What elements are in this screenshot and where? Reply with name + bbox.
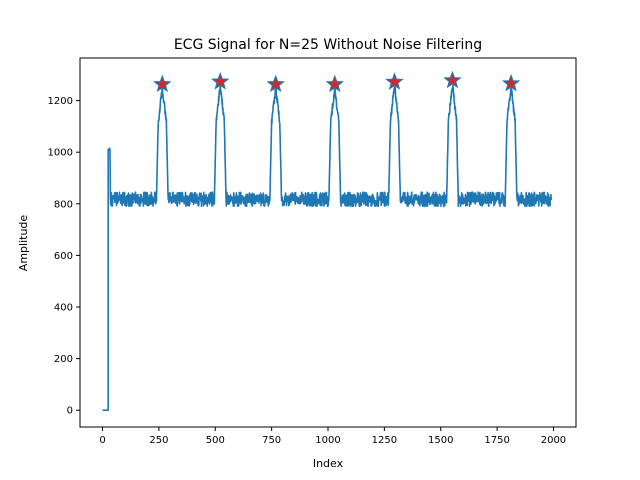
- peak-marker: [210, 72, 230, 90]
- y-axis-label: Amplitude: [17, 215, 30, 272]
- peak-marker: [153, 74, 172, 93]
- x-tick-label: 1000: [315, 435, 340, 446]
- x-tick-label: 1250: [372, 435, 397, 446]
- y-tick-label: 200: [54, 354, 73, 365]
- x-axis-label: Index: [313, 457, 344, 470]
- ecg-signal-line: [102, 82, 552, 412]
- chart-title: ECG Signal for N=25 Without Noise Filter…: [174, 37, 482, 53]
- y-tick-label: 1000: [48, 148, 73, 159]
- x-tick-label: 1750: [484, 435, 509, 446]
- x-tick-label: 2000: [541, 435, 566, 446]
- y-axis: 0 200 400 600 800 1000 1200: [48, 96, 80, 417]
- y-tick-label: 400: [54, 303, 73, 314]
- peak-marker: [266, 74, 285, 93]
- x-tick-label: 250: [149, 435, 168, 446]
- x-tick-label: 750: [262, 435, 281, 446]
- x-axis: 0 250 500 750 1000 1250 1500 1750 2000: [99, 427, 566, 446]
- x-tick-label: 500: [206, 435, 225, 446]
- y-tick-label: 1200: [48, 96, 73, 107]
- y-tick-label: 0: [67, 406, 73, 417]
- x-tick-label: 1500: [428, 435, 453, 446]
- peak-marker: [501, 73, 521, 92]
- y-tick-label: 600: [54, 251, 73, 262]
- x-tick-label: 0: [99, 435, 105, 446]
- peak-marker: [385, 72, 404, 90]
- y-tick-label: 800: [54, 199, 73, 210]
- peak-marker: [443, 70, 462, 89]
- peak-marker: [325, 74, 344, 93]
